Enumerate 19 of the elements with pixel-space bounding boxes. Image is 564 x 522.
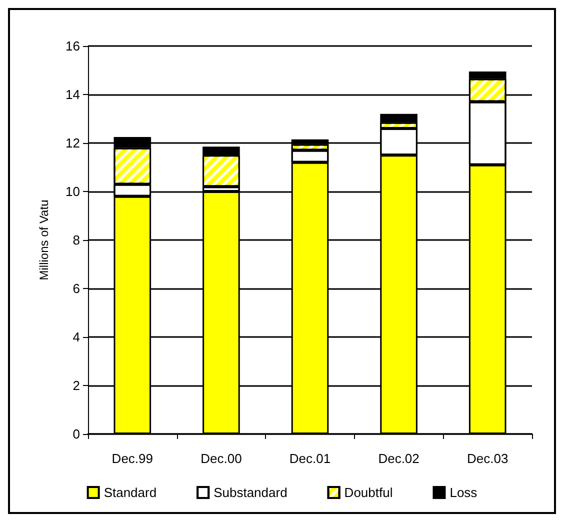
legend-label: Loss [450,485,478,500]
legend-label: Substandard [214,485,288,500]
y-tick-label: 12 [66,136,80,150]
y-tick-label: 14 [66,87,80,102]
legend-label: Doubtful [344,485,393,500]
y-tick-label: 4 [72,330,80,344]
x-tick-label: Dec.99 [112,451,153,466]
y-tick-label: 0 [72,426,80,442]
y-tick-label: 16 [66,38,80,54]
y-axis-title: Millions of Vatu [37,200,51,280]
y-tick-label: 2 [72,378,80,393]
x-tick-label: Dec.03 [467,451,508,466]
y-tick-label: 10 [66,184,80,199]
y-tick-label: 6 [72,281,80,296]
x-tick-label: Dec.02 [378,451,420,466]
y-tick-label: 8 [72,232,80,248]
x-tick-label: Dec.00 [200,451,242,466]
x-tick-label: Dec.01 [289,451,331,466]
legend-label: Standard [104,485,157,500]
